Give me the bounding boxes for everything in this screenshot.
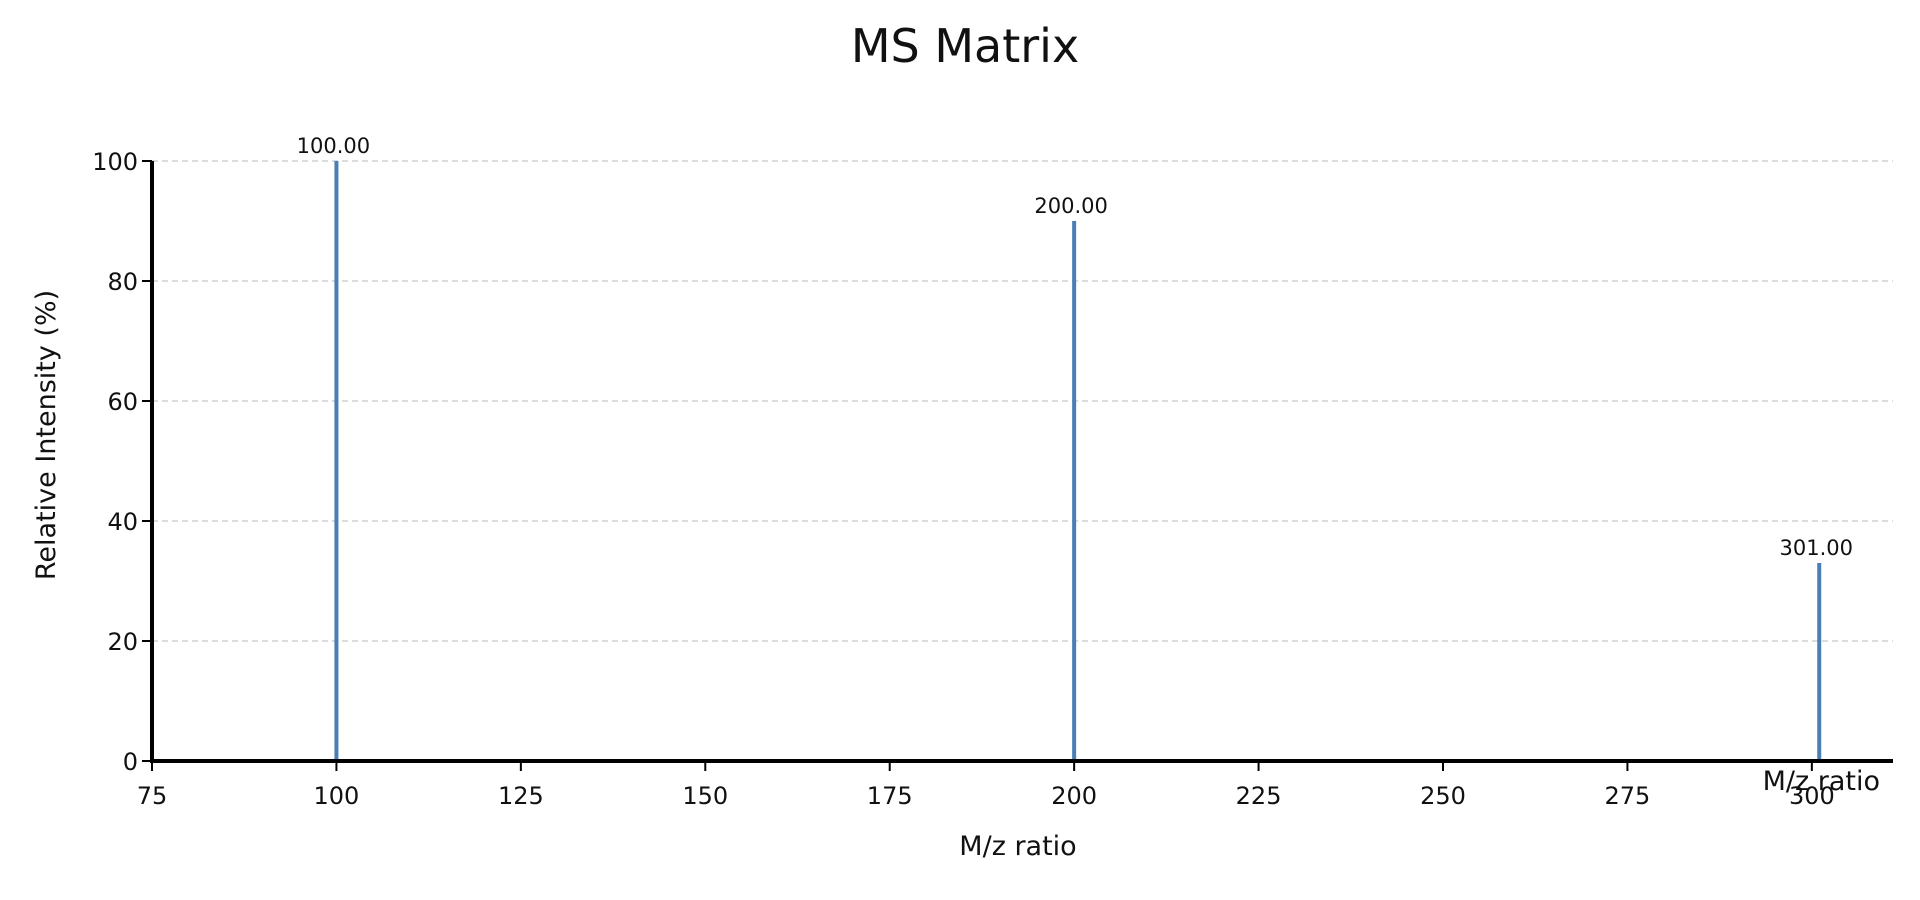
- gridlines: [152, 160, 1893, 642]
- peak-label: 200.00: [1034, 194, 1107, 218]
- peak-labels: 100.00 200.00 301.00: [297, 134, 1853, 560]
- y-tick-label: 60: [107, 388, 138, 416]
- x-tick-label: 125: [498, 782, 544, 810]
- x-tick-label: 200: [1051, 782, 1097, 810]
- y-axis-ticks: 0 20 40 60 80 100: [92, 148, 152, 776]
- peak-bars: [334, 161, 1822, 761]
- y-tick-label: 100: [92, 148, 138, 176]
- x-axis-label: M/z ratio: [959, 831, 1076, 862]
- x-tick-label: 225: [1236, 782, 1282, 810]
- x-tick-label: 100: [314, 782, 360, 810]
- y-tick-label: 0: [123, 748, 138, 776]
- y-tick-label: 80: [107, 268, 138, 296]
- peak-label: 100.00: [297, 134, 370, 158]
- y-tick-label: 20: [107, 628, 138, 656]
- y-tick-label: 40: [107, 508, 138, 536]
- x-tick-label: 75: [137, 782, 168, 810]
- x-tick-label: 175: [867, 782, 913, 810]
- x-axis-end-label: M/z ratio: [1763, 766, 1880, 797]
- x-tick-label: 300: [1789, 782, 1835, 810]
- x-tick-label: 250: [1420, 782, 1466, 810]
- x-axis-ticks: 75 100 125 150 175 200 225 250 275 300: [137, 761, 1835, 810]
- x-tick-label: 275: [1605, 782, 1651, 810]
- y-axis-label: Relative Intensity (%): [31, 290, 62, 580]
- x-tick-label: 150: [682, 782, 728, 810]
- chart-title: MS Matrix: [851, 19, 1079, 73]
- peak-label: 301.00: [1779, 536, 1852, 560]
